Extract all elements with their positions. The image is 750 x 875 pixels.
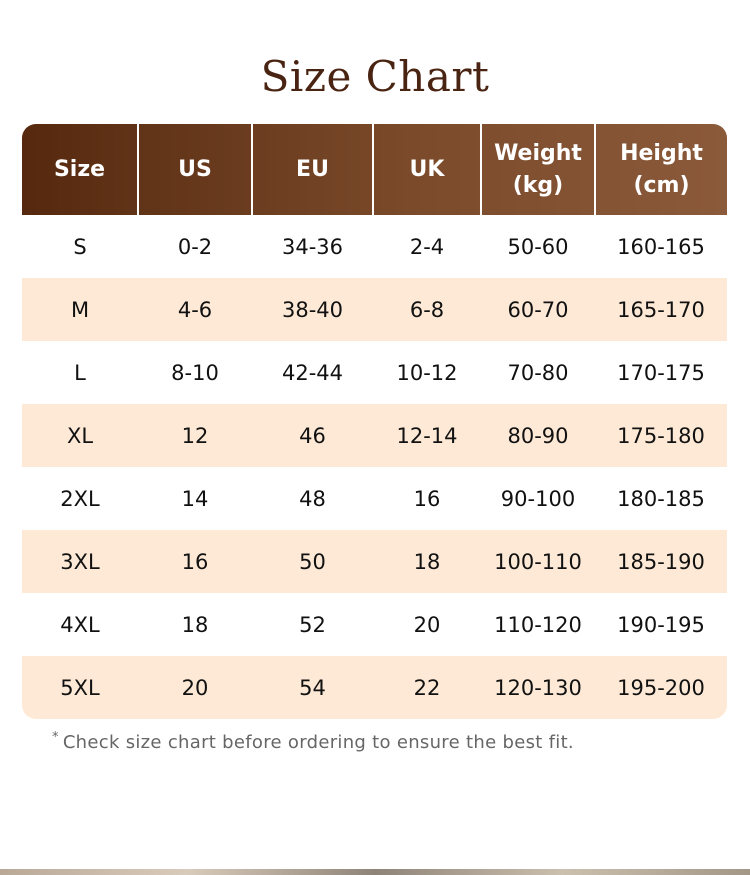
table-cell: 54 — [299, 675, 326, 700]
table-cell: 190-195 — [617, 612, 705, 637]
table-cell: 42-44 — [281, 360, 344, 385]
table-cell: 8-10 — [171, 360, 219, 385]
table-cell: 170-175 — [617, 360, 705, 385]
table-cell: 34-36 — [281, 234, 344, 259]
table-cell: 50-60 — [507, 234, 569, 259]
header-cell: US — [137, 124, 252, 215]
header-cell: UK — [372, 124, 481, 215]
header-cell: Weight (kg) — [480, 124, 595, 215]
table-cell: 60-70 — [507, 297, 569, 322]
title: Size Chart — [260, 52, 490, 101]
table-cell: 14 — [181, 486, 209, 511]
table-cell: 16 — [413, 486, 441, 511]
table-cell: 20 — [413, 612, 441, 637]
table-cell: 12 — [181, 423, 209, 448]
table-row: 3XL 16 50 18 100-110 185-190 — [22, 530, 727, 593]
table-cell: 5XL — [60, 675, 100, 700]
header-row: Size US EU UK Weight (kg) Height (cm) — [22, 124, 727, 215]
table-cell: 2XL — [60, 486, 100, 511]
table-cell: 180-185 — [617, 486, 705, 511]
note-mark: * — [52, 730, 59, 745]
table-cell: 18 — [413, 549, 441, 574]
table-cell: M — [70, 297, 90, 322]
table-cell: 4XL — [60, 612, 100, 637]
table-row: XL 12 46 12-14 80-90 175-180 — [22, 404, 727, 467]
table-cell: XL — [66, 423, 94, 448]
table-container: Size US EU UK Weight (kg) Height (cm) S 0-2 34-… — [22, 124, 727, 719]
table-cell: S — [73, 234, 87, 259]
table-cell: 90-100 — [500, 486, 576, 511]
table-cell: 195-200 — [617, 675, 705, 700]
table-cell: 185-190 — [617, 549, 705, 574]
table-cell: 0-2 — [177, 234, 213, 259]
table-cell: 20 — [181, 675, 209, 700]
table-cell: 38-40 — [281, 297, 344, 322]
table-row: 5XL 20 54 22 120-130 195-200 — [22, 656, 727, 719]
table-cell: 18 — [181, 612, 209, 637]
table-cell: 10-12 — [396, 360, 458, 385]
table-cell: 48 — [299, 486, 326, 511]
table-cell: 46 — [299, 423, 326, 448]
table-cell: 120-130 — [494, 675, 582, 700]
header-cell: EU — [251, 124, 373, 215]
table-cell: 175-180 — [617, 423, 705, 448]
table-cell: 165-170 — [617, 297, 705, 322]
table-cell: L — [74, 360, 86, 385]
table-cell: 160-165 — [617, 234, 705, 259]
table-row: M 4-6 38-40 6-8 60-70 165-170 — [22, 278, 727, 341]
table-cell: 80-90 — [507, 423, 569, 448]
table-row: 2XL 14 48 16 90-100 180-185 — [22, 467, 727, 530]
size-table: Size US EU UK Weight (kg) Height (cm) S 0-2 34-… — [22, 124, 727, 719]
table-row: 4XL 18 52 20 110-120 190-195 — [22, 593, 727, 656]
table-row: L 8-10 42-44 10-12 70-80 170-175 — [22, 341, 727, 404]
table-cell: 2-4 — [409, 234, 445, 259]
table-cell: 70-80 — [507, 360, 569, 385]
table-cell: 100-110 — [494, 549, 582, 574]
table-body: S 0-2 34-36 2-4 50-60 160-165 M 4-6 38-40 6-8 60-7… — [22, 215, 727, 719]
table-row: S 0-2 34-36 2-4 50-60 160-165 — [22, 215, 727, 278]
header-cell: Size — [53, 156, 106, 182]
table-cell: 4-6 — [177, 297, 213, 322]
table-cell: 3XL — [60, 549, 100, 574]
table-cell: 6-8 — [409, 297, 445, 322]
note: * Check size chart before ordering to ens… — [52, 730, 574, 753]
header-cell: Height (cm) — [594, 124, 727, 215]
table-cell: 110-120 — [494, 612, 582, 637]
table-cell: 16 — [181, 549, 209, 574]
table-cell: 50 — [299, 549, 326, 574]
note-text: Check size chart before ordering to ensu… — [62, 732, 574, 753]
table-cell: 22 — [413, 675, 441, 700]
table-cell: 52 — [299, 612, 326, 637]
image-strip — [0, 869, 750, 875]
table-cell: 12-14 — [396, 423, 458, 448]
table-header: Size US EU UK Weight (kg) Height (cm) — [22, 124, 727, 215]
